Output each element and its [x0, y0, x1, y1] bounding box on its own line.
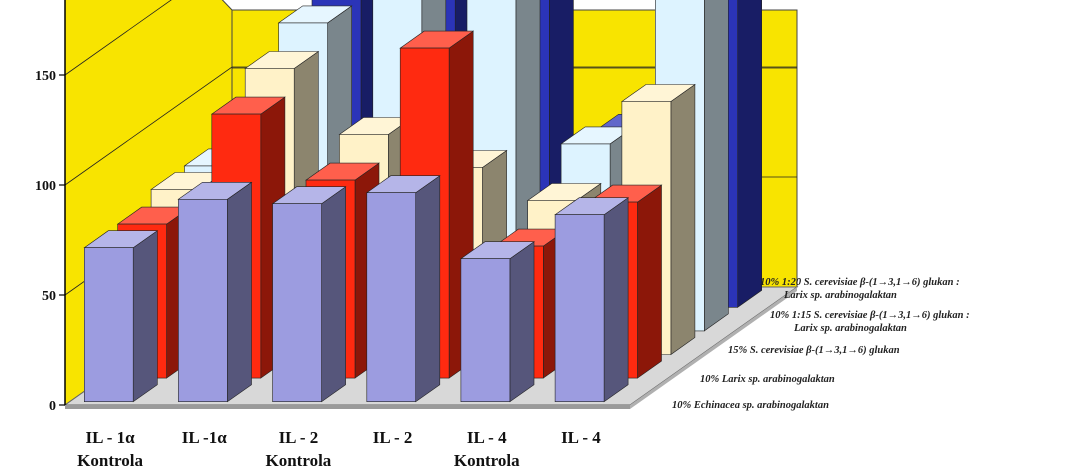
category-sublabel: Kontrola [266, 451, 332, 470]
series-labels: 10% 1:20 S. cerevisiae β-(1→3,1→6) gluka… [672, 277, 970, 411]
bar-side [509, 241, 535, 403]
series-label: 10% 1:20 S. cerevisiae β-(1→3,1→6) gluka… [760, 277, 960, 288]
bar [177, 181, 253, 403]
gridline [64, 66, 797, 186]
series-label-line2: Larix sp. arabinogalaktan [793, 323, 907, 334]
y-tick-label: 50 [42, 289, 56, 304]
bars: ********* [83, 0, 763, 403]
bar [459, 241, 535, 403]
category-label: IL - 1α [85, 428, 135, 447]
bar [554, 197, 630, 403]
bar-side [670, 83, 696, 356]
gridline [64, 0, 172, 76]
y-axis: 050100150200250pg/ml [35, 0, 66, 414]
bar-side [227, 181, 252, 403]
y-tick-label: 100 [35, 179, 56, 194]
series-label: 10% 1:15 S. cerevisiae β-(1→3,1→6) gluka… [770, 310, 970, 321]
category-sublabel: Kontrola [454, 451, 520, 470]
bar-side [132, 230, 158, 403]
series-label: 15% S. cerevisiae β-(1→3,1→6) glukan [728, 345, 900, 356]
bar-side [737, 0, 763, 308]
bar-front [554, 214, 605, 403]
category-label: IL - 2 [279, 428, 319, 447]
y-tick-label: 150 [35, 69, 56, 84]
bar-front [178, 199, 228, 403]
category-labels: IL - 1α Kontrola IL -1α IL - 2 Kontrola IL - … [77, 428, 601, 470]
bar-front [460, 258, 511, 403]
bar-side [321, 186, 346, 403]
bar-side [415, 175, 441, 403]
bar-front [272, 203, 322, 403]
bar [271, 186, 347, 403]
series-label: 10% Larix sp. arabinogalaktan [700, 374, 835, 385]
bar-front [366, 192, 417, 403]
series-label-line2: Larix sp. arabinogalaktan [783, 290, 897, 301]
category-label: IL - 4 [467, 428, 507, 447]
floor-edge [630, 287, 797, 409]
category-label: IL - 2 [373, 428, 413, 447]
bar [83, 230, 159, 403]
series-label: 10% Echinacea sp. arabinogalaktan [672, 400, 829, 411]
bar-side [637, 184, 662, 379]
category-label: IL - 4 [561, 428, 601, 447]
bar-front [84, 247, 134, 403]
bar-side [703, 0, 729, 332]
category-sublabel: Kontrola [77, 451, 143, 470]
floor-edge [65, 405, 630, 409]
bar-side [603, 197, 629, 403]
bar [365, 175, 441, 403]
category-label: IL -1α [182, 428, 227, 447]
y-tick-label: 0 [49, 399, 56, 414]
